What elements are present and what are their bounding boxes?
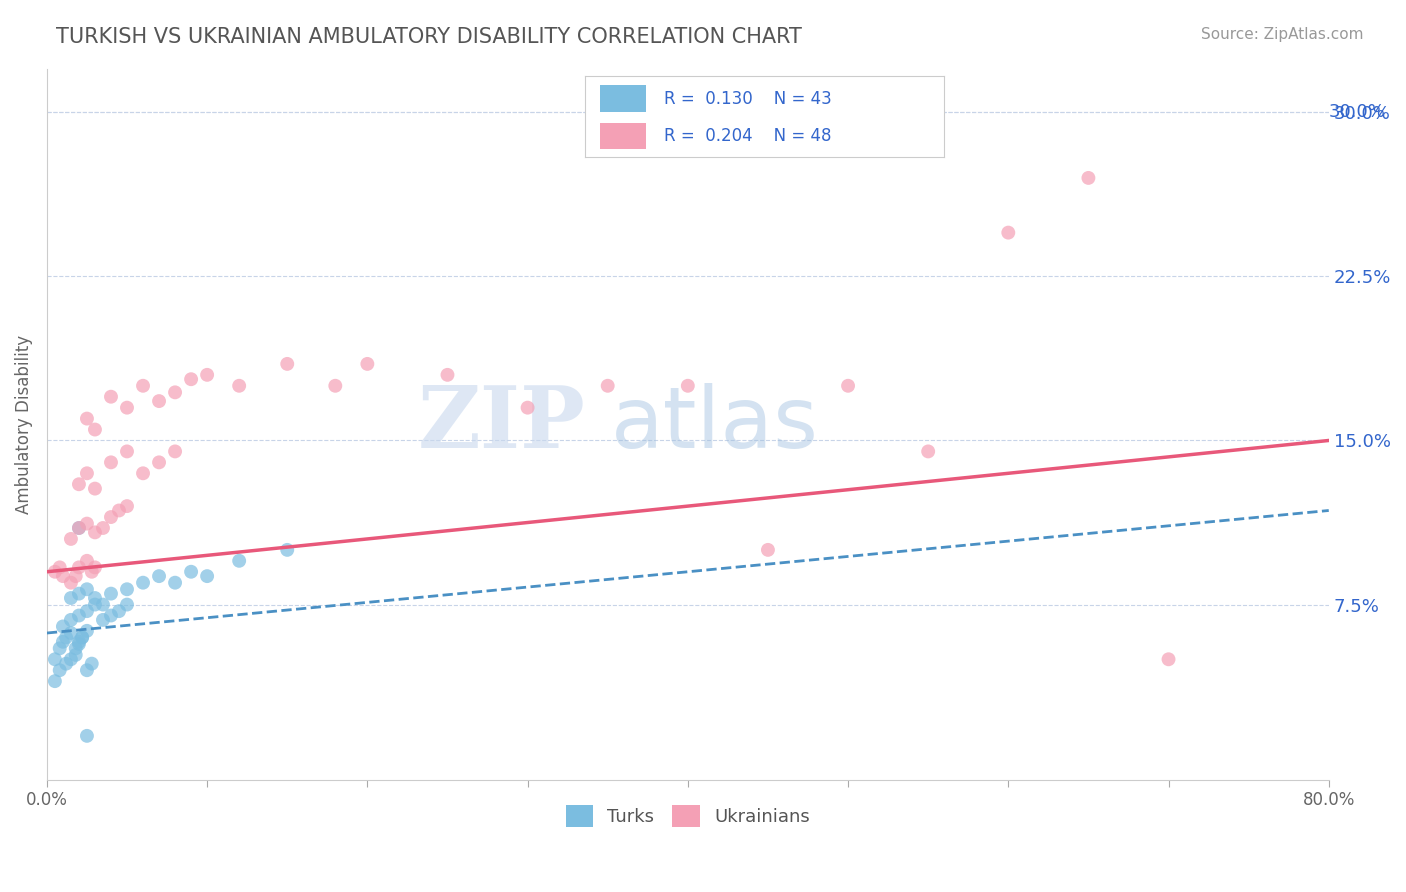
Point <box>55 657 77 671</box>
Point <box>67 477 90 491</box>
Point <box>100 390 122 404</box>
Point <box>436 368 458 382</box>
Point <box>44 565 66 579</box>
Point <box>323 378 346 392</box>
Point <box>44 674 66 689</box>
Point <box>65 641 87 656</box>
Point <box>67 521 90 535</box>
Point <box>80 565 103 579</box>
Point <box>76 554 98 568</box>
Point <box>76 582 98 597</box>
Point <box>100 587 122 601</box>
Point <box>76 663 98 677</box>
Point <box>165 575 187 590</box>
Point <box>84 482 107 496</box>
Point <box>917 444 939 458</box>
Point <box>148 569 170 583</box>
Point <box>91 613 114 627</box>
Point <box>108 604 131 618</box>
Point <box>997 226 1019 240</box>
Point <box>100 510 122 524</box>
Text: 30.0%: 30.0% <box>1329 103 1386 121</box>
Point <box>676 378 699 392</box>
Point <box>100 608 122 623</box>
Point <box>70 631 93 645</box>
Y-axis label: Ambulatory Disability: Ambulatory Disability <box>15 334 32 514</box>
Point <box>48 641 70 656</box>
Point <box>1077 170 1099 185</box>
Point <box>165 444 187 458</box>
Text: Source: ZipAtlas.com: Source: ZipAtlas.com <box>1201 27 1364 42</box>
Point <box>52 634 75 648</box>
Point <box>59 532 82 546</box>
Point <box>76 516 98 531</box>
Point <box>84 525 107 540</box>
Point <box>91 521 114 535</box>
Point <box>84 560 107 574</box>
Point <box>132 467 155 481</box>
Point <box>108 503 131 517</box>
Text: ZIP: ZIP <box>418 382 585 466</box>
Point <box>356 357 378 371</box>
Point <box>180 565 202 579</box>
Point <box>115 444 138 458</box>
Point <box>67 521 90 535</box>
Point <box>80 657 103 671</box>
Point <box>65 648 87 662</box>
Point <box>67 637 90 651</box>
Point <box>596 378 619 392</box>
Point <box>516 401 538 415</box>
Point <box>55 631 77 645</box>
Point <box>70 631 93 645</box>
Point <box>195 368 218 382</box>
Point <box>228 554 250 568</box>
Point <box>65 569 87 583</box>
Point <box>115 401 138 415</box>
Point <box>48 560 70 574</box>
Point <box>84 423 107 437</box>
Text: TURKISH VS UKRAINIAN AMBULATORY DISABILITY CORRELATION CHART: TURKISH VS UKRAINIAN AMBULATORY DISABILI… <box>56 27 801 46</box>
Legend: Turks, Ukrainians: Turks, Ukrainians <box>558 798 817 835</box>
Point <box>59 575 82 590</box>
Point <box>228 378 250 392</box>
Point <box>59 613 82 627</box>
Point <box>148 394 170 409</box>
Point <box>837 378 859 392</box>
Point <box>132 575 155 590</box>
Point <box>76 411 98 425</box>
Point <box>52 619 75 633</box>
Point <box>84 591 107 605</box>
Point <box>84 598 107 612</box>
Point <box>1157 652 1180 666</box>
Point <box>115 499 138 513</box>
Point <box>67 560 90 574</box>
Point <box>756 542 779 557</box>
Point <box>276 542 298 557</box>
Point <box>115 598 138 612</box>
Point <box>76 729 98 743</box>
Point <box>48 663 70 677</box>
Point <box>76 624 98 638</box>
Point <box>59 626 82 640</box>
Point <box>59 652 82 666</box>
Point <box>195 569 218 583</box>
Point <box>180 372 202 386</box>
Point <box>76 467 98 481</box>
Text: atlas: atlas <box>612 383 818 466</box>
Point <box>91 598 114 612</box>
Point <box>148 455 170 469</box>
Point <box>67 587 90 601</box>
Point <box>67 634 90 648</box>
Point <box>44 652 66 666</box>
Point <box>276 357 298 371</box>
Point <box>67 608 90 623</box>
Point <box>76 604 98 618</box>
Point <box>100 455 122 469</box>
Point <box>59 591 82 605</box>
Point <box>52 569 75 583</box>
Point <box>115 582 138 597</box>
Point <box>165 385 187 400</box>
Point <box>132 378 155 392</box>
